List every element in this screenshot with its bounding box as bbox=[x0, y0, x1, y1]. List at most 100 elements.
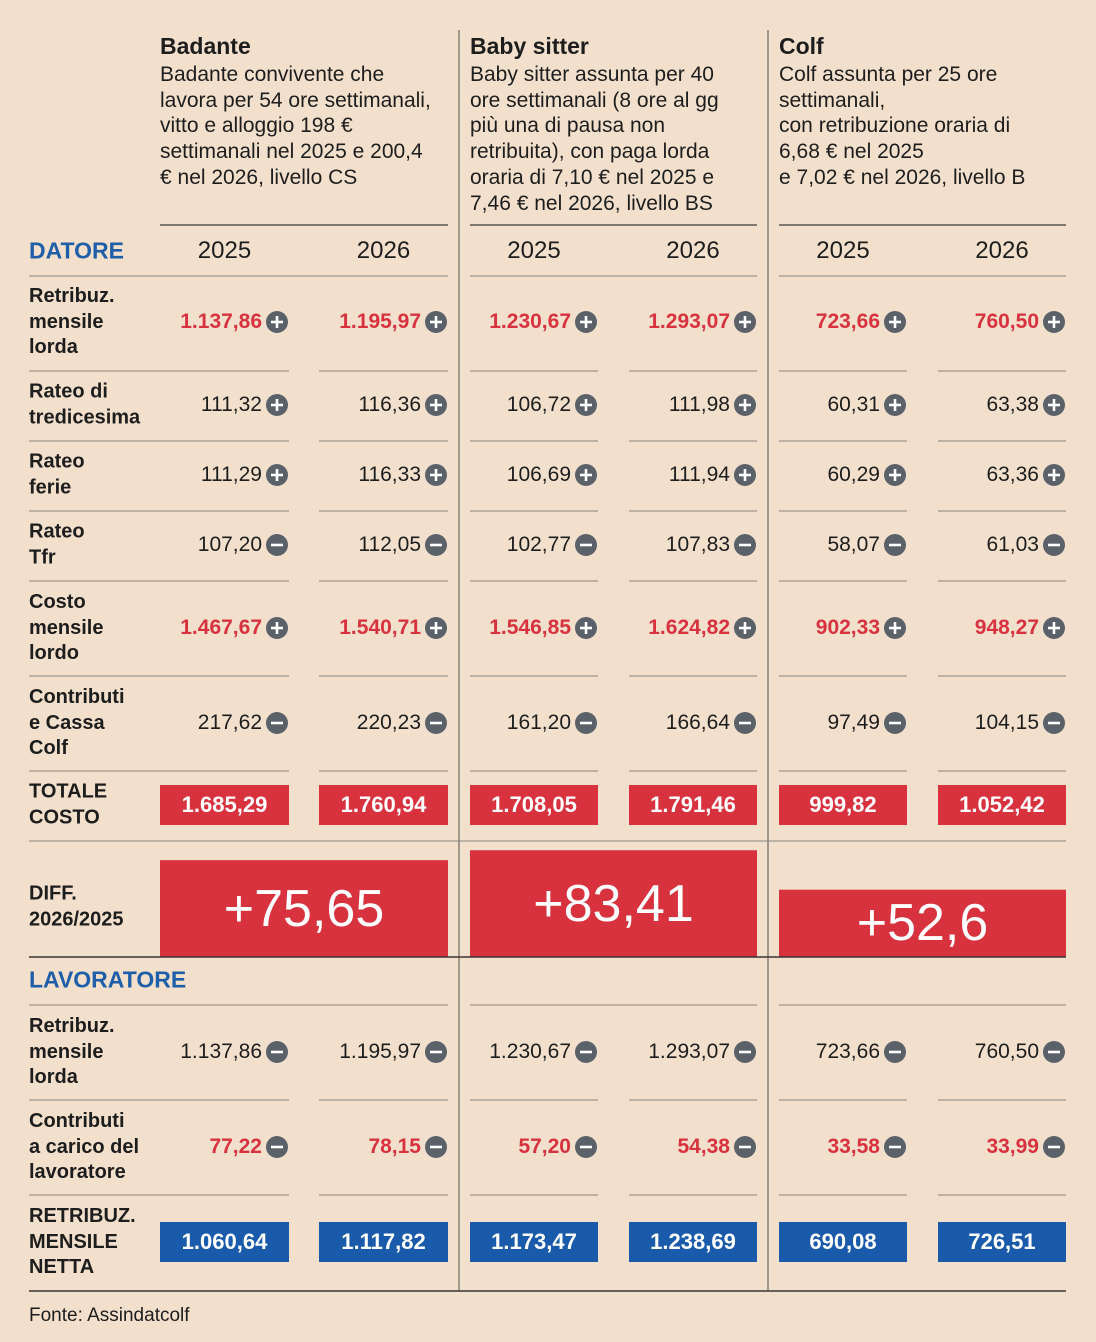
value-cell: 107,20 bbox=[197, 533, 262, 556]
diff-label: +52,6 bbox=[856, 894, 989, 953]
value-cell: 1.467,67 bbox=[180, 616, 262, 639]
value-cell: 1.195,97 bbox=[339, 310, 421, 333]
row-label: Retribuz. mensile lorda bbox=[29, 1014, 115, 1088]
value-cell: 104,15 bbox=[974, 711, 1039, 734]
value-cell: 33,99 bbox=[986, 1135, 1039, 1158]
row-label: Costo mensile lordo bbox=[29, 590, 104, 664]
value-box bbox=[319, 1222, 448, 1262]
value-cell: 78,15 bbox=[368, 1135, 421, 1158]
row-label: DIFF. 2026/2025 bbox=[29, 882, 124, 931]
value-cell: 97,49 bbox=[827, 711, 880, 734]
diff-label: +83,41 bbox=[533, 874, 694, 933]
value-cell: 116,33 bbox=[358, 463, 421, 486]
value-box bbox=[160, 785, 289, 825]
row-label: Retribuz. mensile lorda bbox=[29, 284, 115, 358]
value-cell: 723,66 bbox=[815, 310, 880, 333]
value-cell: 111,98 bbox=[668, 393, 730, 416]
column-description: Badante convivente che lavora per 54 ore… bbox=[160, 63, 431, 189]
row-label: Rateo Tfr bbox=[29, 520, 85, 569]
value-cell: 57,20 bbox=[518, 1135, 571, 1158]
row-label: RETRIBUZ. MENSILE NETTA bbox=[29, 1204, 136, 1278]
value-cell: 54,38 bbox=[677, 1135, 730, 1158]
value-cell: 1.760,94 bbox=[340, 792, 427, 817]
value-box bbox=[629, 1222, 757, 1262]
value-cell: 1.117,82 bbox=[341, 1229, 426, 1254]
value-cell: 1.195,97 bbox=[339, 1040, 421, 1063]
value-box bbox=[938, 785, 1066, 825]
value-cell: 33,58 bbox=[827, 1135, 880, 1158]
section-title: DATORE bbox=[29, 237, 124, 264]
column-description: Colf assunta per 25 ore settimanali, con… bbox=[779, 63, 1026, 189]
value-box bbox=[160, 1222, 289, 1262]
value-cell: 111,94 bbox=[668, 463, 730, 486]
value-cell: 1.137,86 bbox=[180, 310, 262, 333]
value-cell: 1.708,05 bbox=[491, 792, 577, 817]
value-cell: 63,36 bbox=[986, 463, 1039, 486]
value-cell: 726,51 bbox=[968, 1229, 1036, 1254]
row-label: Contributi a carico del lavoratore bbox=[29, 1109, 140, 1183]
value-cell: 1.546,85 bbox=[489, 616, 571, 639]
value-cell: 902,33 bbox=[815, 616, 880, 639]
value-cell: 166,64 bbox=[665, 711, 730, 734]
value-cell: 77,22 bbox=[209, 1135, 262, 1158]
value-cell: 1.230,67 bbox=[489, 1040, 571, 1063]
value-cell: 60,29 bbox=[827, 463, 880, 486]
value-box bbox=[629, 785, 757, 825]
value-cell: 760,50 bbox=[974, 1040, 1039, 1063]
value-cell: 760,50 bbox=[974, 310, 1039, 333]
value-cell: 1.238,69 bbox=[650, 1229, 736, 1254]
value-cell: 1.791,46 bbox=[650, 792, 736, 817]
value-box bbox=[470, 785, 598, 825]
value-cell: 948,27 bbox=[974, 616, 1039, 639]
year-header: 2025 bbox=[197, 237, 252, 264]
value-cell: 111,29 bbox=[200, 463, 262, 486]
value-box bbox=[779, 785, 907, 825]
row-label: Rateo di tredicesima bbox=[29, 380, 141, 429]
value-cell: 161,20 bbox=[506, 711, 571, 734]
value-cell: 1.137,86 bbox=[180, 1040, 262, 1063]
value-cell: 58,07 bbox=[827, 533, 880, 556]
column-title: Baby sitter bbox=[470, 33, 589, 59]
value-cell: 107,83 bbox=[665, 533, 730, 556]
diff-label: +75,65 bbox=[223, 879, 385, 938]
row-label: Rateo ferie bbox=[29, 450, 85, 499]
value-cell: 999,82 bbox=[809, 792, 877, 817]
value-cell: 116,36 bbox=[358, 393, 421, 416]
value-cell: 1.060,64 bbox=[181, 1229, 268, 1254]
value-box bbox=[319, 785, 448, 825]
year-header: 2026 bbox=[975, 237, 1029, 264]
value-box bbox=[938, 1222, 1066, 1262]
value-cell: 217,62 bbox=[197, 711, 262, 734]
value-cell: 60,31 bbox=[827, 393, 880, 416]
value-cell: 1.293,07 bbox=[648, 310, 730, 333]
year-header: 2026 bbox=[356, 237, 411, 264]
column-title: Badante bbox=[160, 33, 251, 59]
row-label: TOTALE COSTO bbox=[29, 780, 108, 829]
value-box bbox=[470, 1222, 598, 1262]
diff-bar bbox=[470, 850, 757, 957]
value-cell: 1.052,42 bbox=[959, 792, 1045, 817]
value-cell: 723,66 bbox=[815, 1040, 880, 1063]
year-header: 2025 bbox=[507, 237, 561, 264]
value-cell: 1.230,67 bbox=[489, 310, 571, 333]
value-cell: 1.173,47 bbox=[491, 1229, 577, 1254]
row-label: Contributi e Cassa Colf bbox=[29, 685, 125, 759]
value-cell: 111,32 bbox=[200, 393, 262, 416]
column-title: Colf bbox=[779, 33, 824, 59]
value-cell: 690,08 bbox=[809, 1229, 877, 1254]
diff-bar bbox=[160, 860, 448, 957]
value-cell: 112,05 bbox=[358, 533, 421, 556]
section-title: LAVORATORE bbox=[29, 966, 187, 993]
year-header: 2025 bbox=[816, 237, 870, 264]
source: Fonte: Assindatcolf bbox=[29, 1305, 190, 1326]
value-cell: 220,23 bbox=[356, 711, 421, 734]
value-cell: 106,72 bbox=[506, 393, 571, 416]
value-cell: 102,77 bbox=[506, 533, 571, 556]
diff-bar bbox=[779, 889, 1066, 957]
value-cell: 1.293,07 bbox=[648, 1040, 730, 1063]
value-cell: 1.685,29 bbox=[181, 792, 268, 817]
year-header: 2026 bbox=[666, 237, 720, 264]
value-box bbox=[779, 1222, 907, 1262]
value-cell: 106,69 bbox=[506, 463, 571, 486]
